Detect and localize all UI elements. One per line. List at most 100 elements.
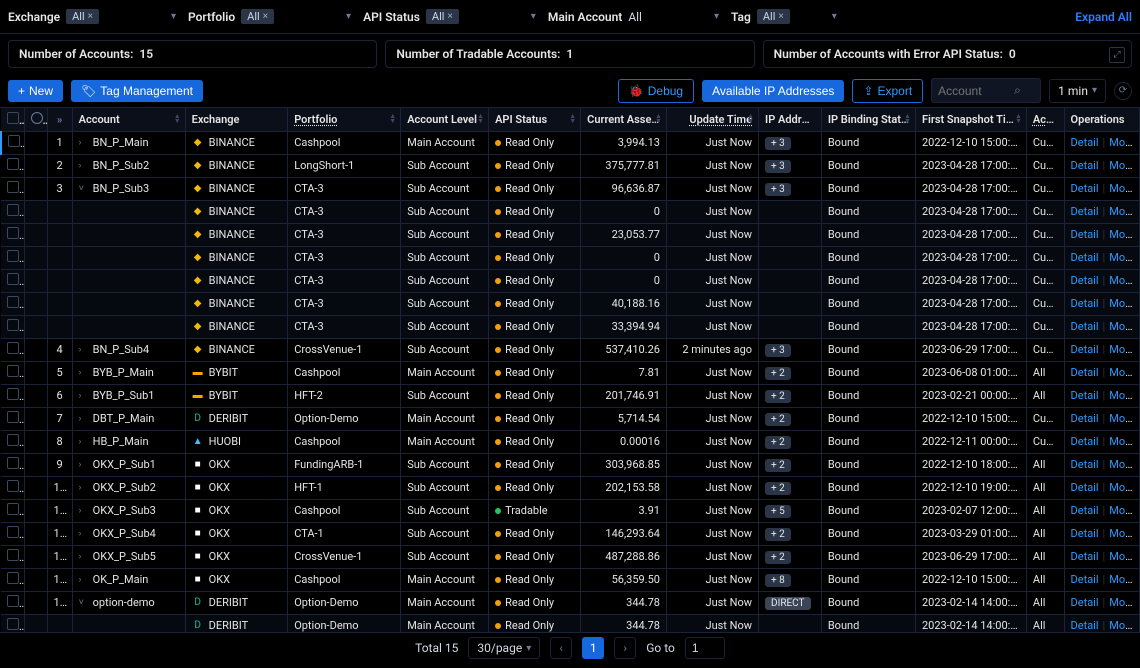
row-checkbox[interactable] xyxy=(7,434,19,446)
detail-link[interactable]: Detail xyxy=(1071,366,1099,379)
ip-address-badge[interactable]: + 3 xyxy=(765,137,791,150)
filter-portfolio-chip[interactable]: All × xyxy=(241,9,274,24)
close-icon[interactable]: × xyxy=(447,11,452,22)
table-child-row[interactable]: DDERIBITOption-DemoMain AccountRead Only… xyxy=(1,614,1140,633)
detail-link[interactable]: Detail xyxy=(1071,619,1099,632)
ip-address-badge[interactable]: + 2 xyxy=(765,367,791,380)
col-update-time[interactable]: Update Time▲▼ xyxy=(666,108,758,131)
row-checkbox[interactable] xyxy=(7,411,19,423)
col-api-status[interactable]: API Status▲▼ xyxy=(489,108,581,131)
more-dropdown[interactable]: More xyxy=(1109,596,1139,609)
more-dropdown[interactable]: More xyxy=(1109,504,1139,517)
ip-address-badge[interactable]: + 5 xyxy=(765,505,791,518)
table-row[interactable]: 8›HB_P_Main▲HUOBICashpoolMain AccountRea… xyxy=(1,430,1140,453)
page-size-select[interactable]: 30/page ▾ xyxy=(468,637,540,659)
row-checkbox[interactable] xyxy=(7,388,19,400)
detail-link[interactable]: Detail xyxy=(1071,504,1099,517)
debug-button[interactable]: 🐞 Debug xyxy=(618,79,694,103)
table-row[interactable]: 6›BYB_P_Sub1▬BYBITHFT-2Sub AccountRead O… xyxy=(1,384,1140,407)
row-checkbox[interactable] xyxy=(7,595,19,607)
expand-toggle-icon[interactable]: › xyxy=(79,437,89,447)
table-row[interactable]: 12›OKX_P_Sub4■OKXCTA-1Sub AccountRead On… xyxy=(1,522,1140,545)
row-checkbox[interactable] xyxy=(7,158,19,170)
detail-link[interactable]: Detail xyxy=(1071,550,1099,563)
expand-icon[interactable]: ⤢ xyxy=(1109,47,1125,63)
detail-link[interactable]: Detail xyxy=(1071,435,1099,448)
filter-exchange-chip[interactable]: All × xyxy=(66,9,99,24)
row-checkbox[interactable] xyxy=(7,273,19,285)
more-dropdown[interactable]: More xyxy=(1109,205,1139,218)
ip-address-badge[interactable]: + 3 xyxy=(765,160,791,173)
chevron-down-icon[interactable]: ▾ xyxy=(531,11,536,22)
detail-link[interactable]: Detail xyxy=(1071,596,1099,609)
new-button[interactable]: + New xyxy=(8,80,63,102)
page-number-current[interactable]: 1 xyxy=(582,637,604,659)
expand-toggle-icon[interactable]: › xyxy=(79,345,89,355)
row-checkbox[interactable] xyxy=(7,365,19,377)
more-dropdown[interactable]: More xyxy=(1109,550,1139,563)
detail-link[interactable]: Detail xyxy=(1071,228,1099,241)
col-account[interactable]: Account▲▼ xyxy=(72,108,185,131)
close-icon[interactable]: × xyxy=(263,11,268,22)
detail-link[interactable]: Detail xyxy=(1071,458,1099,471)
row-checkbox[interactable] xyxy=(8,135,20,147)
detail-link[interactable]: Detail xyxy=(1071,297,1099,310)
detail-link[interactable]: Detail xyxy=(1071,412,1099,425)
table-row[interactable]: 3˅BN_P_Sub3◆BINANCECTA-3Sub AccountRead … xyxy=(1,177,1140,200)
chevron-down-icon[interactable]: ▾ xyxy=(346,11,351,22)
table-child-row[interactable]: ◆BINANCECTA-3Sub AccountRead Only0Just N… xyxy=(1,269,1140,292)
table-row[interactable]: 14›OK_P_Main■OKXCashpoolMain AccountRead… xyxy=(1,568,1140,591)
row-checkbox[interactable] xyxy=(7,480,19,492)
row-checkbox[interactable] xyxy=(7,526,19,538)
chevron-down-icon[interactable]: ▾ xyxy=(171,11,176,22)
ip-address-badge[interactable]: + 3 xyxy=(765,344,791,357)
expand-toggle-icon[interactable]: ˅ xyxy=(79,597,89,608)
filter-tag[interactable]: Tag All × ▾ xyxy=(731,9,837,24)
row-checkbox[interactable] xyxy=(7,204,19,216)
export-button[interactable]: ⇪ Export xyxy=(852,79,923,103)
detail-link[interactable]: Detail xyxy=(1071,389,1099,402)
table-row[interactable]: 15˅option-demoDDERIBITOption-DemoMain Ac… xyxy=(1,591,1140,614)
row-checkbox[interactable] xyxy=(7,457,19,469)
table-row[interactable]: 2›BN_P_Sub2◆BINANCELongShort-1Sub Accoun… xyxy=(1,154,1140,177)
expand-toggle-icon[interactable]: › xyxy=(79,391,89,401)
close-icon[interactable]: × xyxy=(778,11,783,22)
filter-tag-chip[interactable]: All × xyxy=(757,9,790,24)
more-dropdown[interactable]: More xyxy=(1109,389,1139,402)
more-dropdown[interactable]: More xyxy=(1109,251,1139,264)
next-page-button[interactable]: › xyxy=(614,637,636,659)
more-dropdown[interactable]: More xyxy=(1109,297,1139,310)
search-icon[interactable]: ⌕ xyxy=(1014,83,1021,98)
expand-toggle-icon[interactable]: › xyxy=(79,414,89,424)
expand-toggle-icon[interactable]: › xyxy=(79,483,89,493)
refresh-icon[interactable]: ⟳ xyxy=(1114,82,1132,100)
row-checkbox[interactable] xyxy=(7,296,19,308)
col-portfolio[interactable]: Portfolio▲▼ xyxy=(288,108,401,131)
refresh-interval-select[interactable]: 1 min ▾ xyxy=(1049,79,1106,103)
ip-address-badge[interactable]: + 2 xyxy=(765,551,791,564)
detail-link[interactable]: Detail xyxy=(1071,343,1099,356)
ip-address-badge[interactable]: + 2 xyxy=(765,390,791,403)
more-dropdown[interactable]: More xyxy=(1109,159,1139,172)
more-dropdown[interactable]: More xyxy=(1109,366,1139,379)
more-dropdown[interactable]: More xyxy=(1109,435,1139,448)
more-dropdown[interactable]: More xyxy=(1109,573,1139,586)
more-dropdown[interactable]: More xyxy=(1109,320,1139,333)
ip-address-badge[interactable]: + 2 xyxy=(765,528,791,541)
more-dropdown[interactable]: More xyxy=(1109,182,1139,195)
more-dropdown[interactable]: More xyxy=(1109,136,1139,149)
table-row[interactable]: 7›DBT_P_MainDDERIBITOption-DemoMain Acco… xyxy=(1,407,1140,430)
more-dropdown[interactable]: More xyxy=(1109,228,1139,241)
filter-portfolio[interactable]: Portfolio All × ▾ xyxy=(188,9,351,24)
ip-address-badge[interactable]: + 3 xyxy=(765,183,791,196)
table-row[interactable]: 5›BYB_P_Main▬BYBITCashpoolMain AccountRe… xyxy=(1,361,1140,384)
expand-toggle-icon[interactable]: › xyxy=(79,460,89,470)
detail-link[interactable]: Detail xyxy=(1071,274,1099,287)
close-icon[interactable]: × xyxy=(88,11,93,22)
row-checkbox[interactable] xyxy=(7,181,19,193)
table-child-row[interactable]: ◆BINANCECTA-3Sub AccountRead Only33,394.… xyxy=(1,315,1140,338)
table-child-row[interactable]: ◆BINANCECTA-3Sub AccountRead Only40,188.… xyxy=(1,292,1140,315)
more-dropdown[interactable]: More xyxy=(1109,458,1139,471)
table-row[interactable]: 11›OKX_P_Sub3■OKXCashpoolSub AccountTrad… xyxy=(1,499,1140,522)
col-account-level[interactable]: Account Level▲▼ xyxy=(401,108,489,131)
